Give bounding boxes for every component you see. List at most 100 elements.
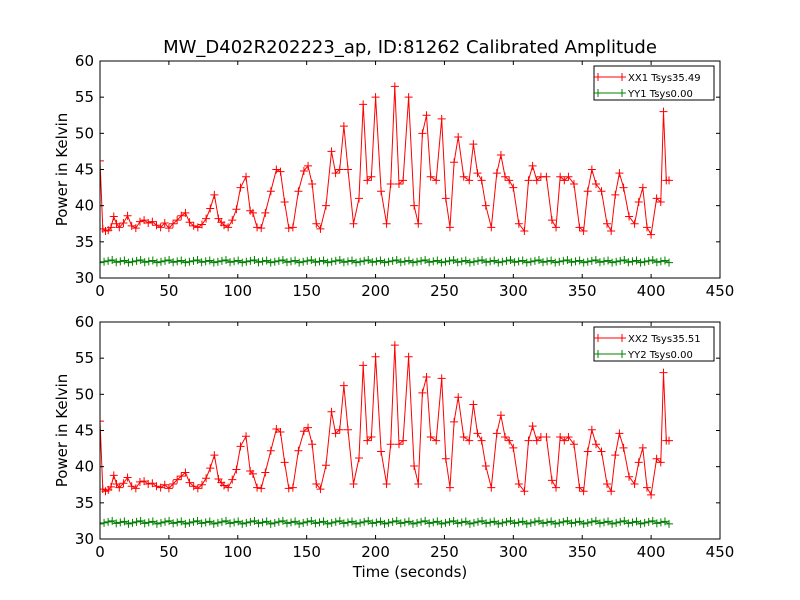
data-point (630, 219, 639, 228)
data-point (246, 517, 255, 526)
data-point (312, 219, 321, 228)
data-point (364, 256, 373, 265)
data-point (177, 256, 186, 265)
data-point (465, 176, 474, 185)
data-point (422, 111, 431, 120)
data-point (399, 176, 408, 185)
data-point (469, 257, 478, 266)
data-point (291, 256, 300, 265)
data-point (261, 208, 270, 217)
x-tick-label: 400 (637, 282, 666, 300)
data-point (482, 258, 491, 267)
data-point (242, 257, 251, 266)
data-point (359, 361, 368, 370)
data-point (181, 208, 190, 217)
data-point (445, 223, 454, 232)
data-point (514, 518, 523, 527)
data-point (648, 516, 657, 525)
data-point (347, 256, 356, 265)
x-tick-label: 200 (361, 282, 390, 300)
data-point (181, 468, 190, 477)
data-point (624, 258, 633, 267)
data-point (441, 454, 450, 463)
data-point (276, 167, 285, 176)
data-point (453, 258, 462, 267)
data-point (473, 517, 482, 526)
data-point (659, 107, 668, 116)
data-point (477, 176, 486, 185)
data-point (579, 226, 588, 235)
legend-marker (594, 334, 602, 342)
data-point (364, 516, 373, 525)
data-point (128, 518, 137, 527)
data-point (248, 208, 257, 217)
x-tick-label: 350 (568, 282, 597, 300)
data-point (242, 432, 251, 441)
data-point (644, 256, 653, 265)
data-point (220, 481, 228, 490)
data-point (228, 475, 237, 484)
data-point (437, 374, 446, 383)
data-point (652, 519, 661, 528)
data-point (221, 516, 230, 525)
data-point (257, 484, 266, 493)
data-point (189, 221, 198, 230)
data-point (665, 519, 674, 528)
data-point (632, 517, 641, 526)
data-point (156, 483, 165, 492)
data-point (120, 517, 129, 526)
data-point (592, 440, 600, 449)
data-point (115, 483, 124, 492)
y-tick-label: 40 (75, 458, 94, 476)
data-point (506, 516, 515, 525)
data-point (257, 224, 266, 233)
x-tick-label: 100 (223, 282, 252, 300)
data-point (335, 165, 344, 174)
data-point (494, 258, 503, 267)
data-point (551, 258, 560, 267)
data-point (246, 256, 255, 265)
data-point (611, 451, 620, 460)
data-point (492, 429, 501, 438)
data-point (115, 223, 124, 232)
data-point (465, 436, 474, 445)
x-tick-label: 150 (292, 282, 321, 300)
data-point (575, 517, 584, 526)
data-point (494, 519, 503, 528)
data-point (205, 256, 214, 265)
data-point (185, 478, 194, 487)
data-point (221, 256, 230, 265)
data-point (530, 256, 539, 265)
data-point (335, 256, 344, 265)
data-point (392, 516, 401, 525)
data-point (555, 257, 564, 266)
data-point (144, 219, 153, 228)
data-point (280, 198, 289, 207)
data-point (432, 176, 441, 185)
data-point (534, 516, 543, 525)
x-tick-label: 450 (706, 282, 735, 300)
data-point (652, 194, 661, 203)
data-point (119, 219, 128, 228)
data-point (303, 517, 312, 526)
data-point (253, 483, 262, 492)
data-point (331, 429, 340, 438)
data-point (408, 519, 417, 528)
data-point (349, 219, 358, 228)
data-point (571, 257, 580, 266)
data-point (319, 256, 328, 265)
y-tick-label: 50 (75, 385, 94, 403)
data-point (185, 218, 194, 227)
data-point (450, 417, 459, 426)
data-point (539, 258, 548, 267)
data-point (193, 516, 202, 525)
data-point (628, 257, 637, 266)
data-point (304, 423, 313, 432)
data-point (432, 436, 441, 445)
data-point (261, 468, 270, 477)
data-point (526, 257, 535, 266)
data-point (469, 400, 478, 409)
y-tick-label: 35 (75, 494, 94, 512)
chart-panel-top: 0 50 100 150 200 250 300 350 400 450 30 35 40 45 50 55 6… (53, 52, 734, 300)
data-point (634, 198, 643, 207)
